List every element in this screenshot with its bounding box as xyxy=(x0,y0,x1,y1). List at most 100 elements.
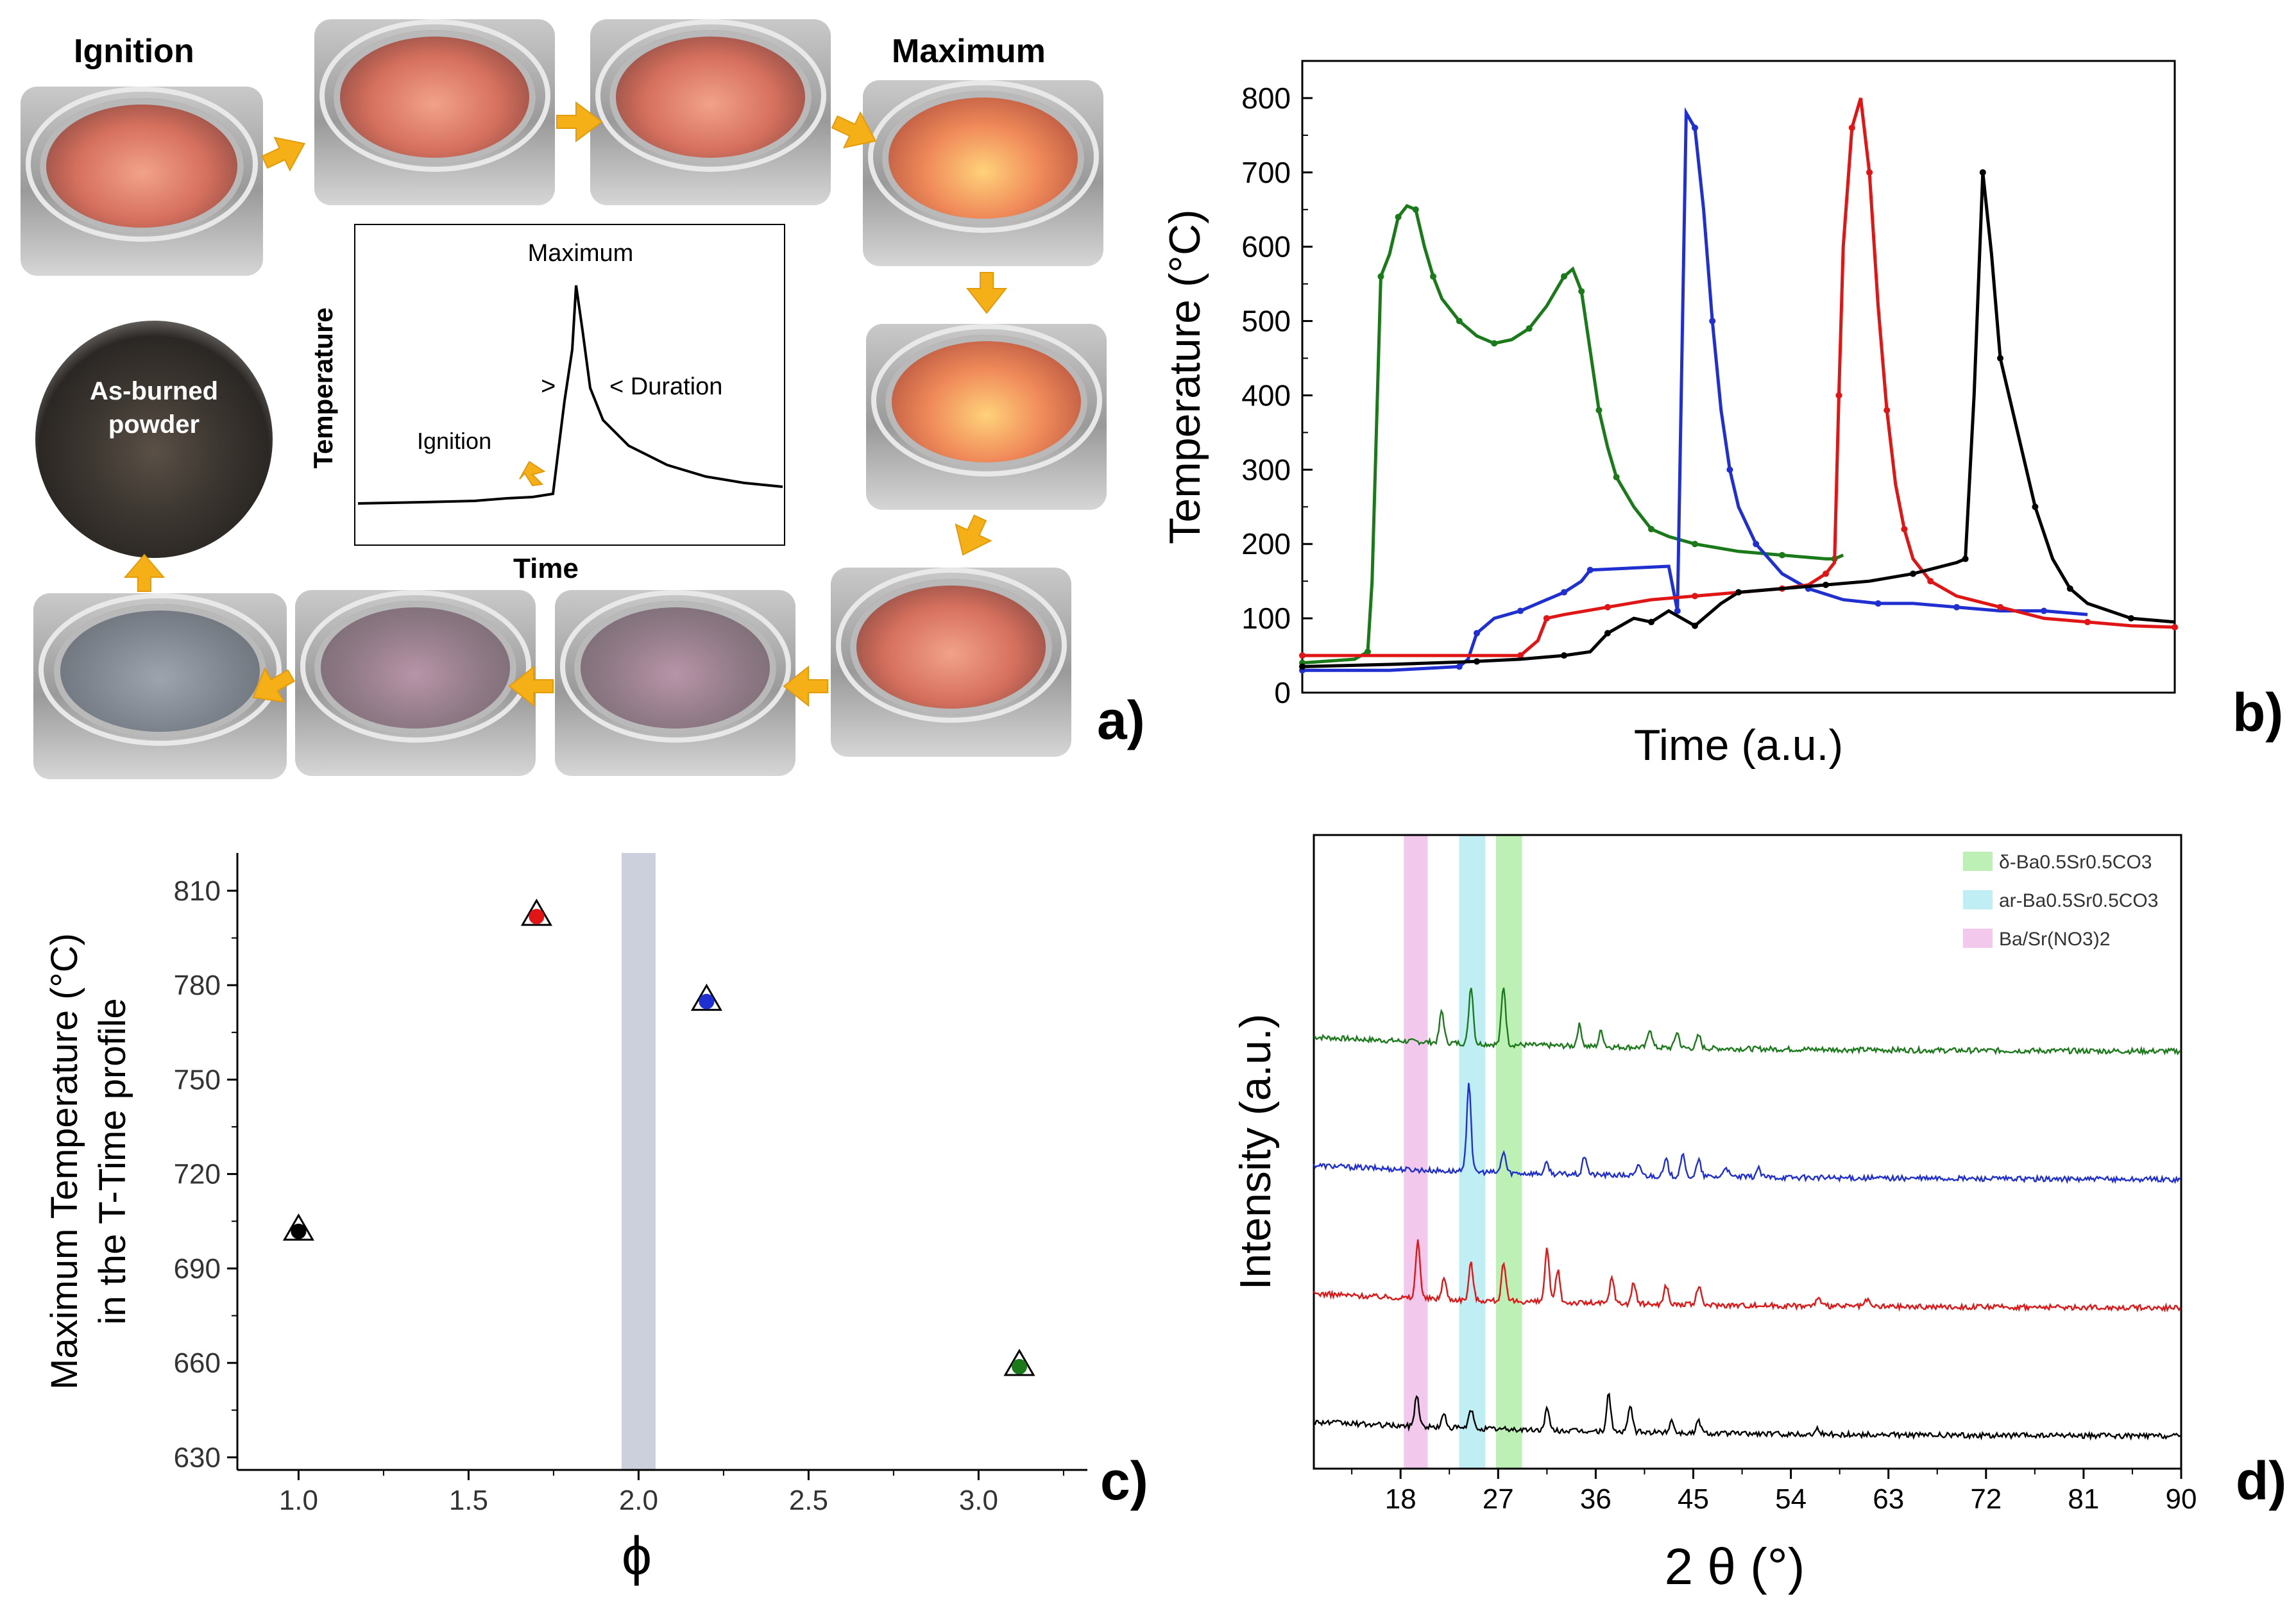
series-marker-black xyxy=(1735,589,1742,596)
series-marker-red xyxy=(1835,392,1842,399)
phi-stoichiometric-band xyxy=(621,853,656,1470)
xrd-pattern-blue xyxy=(1313,1083,2181,1185)
phase-band-0 xyxy=(1404,835,1428,1469)
caption-ignition: Ignition xyxy=(74,33,194,70)
series-marker-red xyxy=(1884,407,1891,414)
powder-text-line1: As-burned xyxy=(90,377,218,405)
chart-b: 0 100 200 300 400 500 600 700 800 Time (a.u.) Temp… xyxy=(1161,60,2283,770)
series-marker-green xyxy=(1377,273,1384,280)
series-line-green xyxy=(1302,203,1844,665)
series-marker-black xyxy=(2066,585,2073,592)
x-tick-label: 27 xyxy=(1483,1483,1514,1515)
series-marker-black xyxy=(1474,658,1480,665)
x-tick-label: 72 xyxy=(1970,1483,2002,1515)
series-marker-red xyxy=(1692,593,1698,600)
series-marker-red xyxy=(2084,618,2091,625)
series-marker-blue xyxy=(1561,589,1567,596)
series-marker-black xyxy=(1979,169,1986,176)
photo-burning-2 xyxy=(314,19,555,205)
series-marker-red xyxy=(1866,169,1873,176)
arrow-left-6 xyxy=(783,665,828,707)
x-tick-label: 18 xyxy=(1385,1483,1416,1515)
chart-d: 18 27 36 45 54 63 72 81 90 2 θ (°) Intensity (a.u.… xyxy=(1231,834,2286,1595)
series-marker-blue xyxy=(1709,317,1716,325)
series-marker-green xyxy=(1395,214,1402,221)
photo-burning-5 xyxy=(866,324,1107,510)
series-marker-black xyxy=(2128,615,2134,622)
y-tick-label: 750 xyxy=(174,1064,221,1095)
series-marker-green xyxy=(1526,325,1533,332)
inset-annotation-maximum: Maximum xyxy=(528,240,634,267)
x-axis-label: 2 θ (°) xyxy=(1665,1538,1805,1595)
y-axis-label-line1: Maximum Temperature (°C) xyxy=(44,933,85,1390)
data-point-1 xyxy=(529,909,545,925)
series-marker-green xyxy=(1561,273,1567,280)
series-marker-blue xyxy=(1474,630,1480,637)
y-tick-label: 800 xyxy=(1241,81,1291,115)
series-marker-green xyxy=(1648,526,1654,533)
y-tick-label: 100 xyxy=(1241,602,1291,635)
series-marker-blue xyxy=(1753,541,1760,548)
series-marker-green xyxy=(1491,340,1498,347)
arrow-up-9 xyxy=(123,553,166,592)
series-marker-blue xyxy=(1586,566,1594,573)
x-tick-label: 54 xyxy=(1775,1483,1807,1515)
series-marker-green xyxy=(1430,273,1436,280)
y-tick-label: 810 xyxy=(174,875,221,907)
series-marker-red xyxy=(1517,652,1524,659)
ttime-inset: Temperature Maximum > < Duration Ignitio… xyxy=(308,224,785,546)
inset-annotation-duration: < Duration xyxy=(609,373,722,400)
y-tick-label: 780 xyxy=(174,970,221,1001)
photo-maximum xyxy=(863,80,1103,266)
series-marker-black xyxy=(1962,555,1969,562)
series-marker-blue xyxy=(1517,607,1524,614)
x-tick-label: 90 xyxy=(2166,1483,2197,1515)
legend-entry-1: ar-Ba0.5Sr0.5CO3 xyxy=(1999,890,2158,911)
photo-burning-3 xyxy=(590,19,831,205)
y-tick-label: 700 xyxy=(1241,156,1291,189)
panel-d-label: d) xyxy=(2236,1451,2286,1511)
series-marker-blue xyxy=(2041,607,2047,614)
series-marker-black xyxy=(1823,581,1829,588)
legend-swatch-0 xyxy=(1963,852,1993,871)
series-marker-green xyxy=(1595,407,1603,414)
series-marker-black xyxy=(1561,652,1567,659)
y-tick-label: 720 xyxy=(174,1159,221,1190)
series-marker-red xyxy=(1299,652,1305,659)
arrow-left-8 xyxy=(252,667,295,703)
photo-ignition xyxy=(21,87,263,276)
caption-maximum: Maximum xyxy=(892,33,1046,70)
series-marker-red xyxy=(1848,124,1855,131)
series-marker-black xyxy=(2032,503,2039,510)
y-tick-label: 690 xyxy=(174,1253,221,1285)
series-marker-blue xyxy=(1953,603,1960,611)
series-line-blue xyxy=(1302,107,2088,672)
series-marker-green xyxy=(1412,206,1419,213)
chart-c: 630 660 690 720 750 780 810 1.0 1.5 2.0 2.5 3.0 ϕ Max… xyxy=(44,853,1148,1586)
data-point-0 xyxy=(291,1223,307,1239)
y-tick-label: 660 xyxy=(174,1347,221,1379)
series-marker-blue xyxy=(1456,663,1463,670)
x-tick-label: 36 xyxy=(1580,1483,1611,1515)
photo-fading-7 xyxy=(555,590,795,776)
x-tick-label: 1.0 xyxy=(279,1485,318,1516)
x-tick-label: 63 xyxy=(1873,1483,1904,1515)
series-marker-red xyxy=(1604,603,1611,611)
panel-a: Ignition Maximum As-burned powder Temper… xyxy=(0,0,1148,789)
panel-a-label: a) xyxy=(1097,690,1145,750)
photo-cooled-9 xyxy=(33,593,287,779)
y-tick-label: 630 xyxy=(174,1442,221,1473)
xrd-pattern-black xyxy=(1313,1392,2181,1441)
plot-frame xyxy=(1313,834,2182,1470)
arrow-left-7 xyxy=(508,665,554,707)
inset-ignition-arrow xyxy=(519,460,546,487)
data-point-3 xyxy=(1012,1359,1027,1375)
legend-swatch-2 xyxy=(1963,929,1993,948)
series-marker-black xyxy=(1604,630,1611,637)
x-tick-label: 3.0 xyxy=(959,1485,998,1516)
x-axis-label: Time (a.u.) xyxy=(1634,721,1843,770)
y-axis-label-line2: in the T-Time profile xyxy=(92,998,133,1324)
inset-curve xyxy=(357,285,783,505)
inset-xlabel: Time xyxy=(513,553,579,584)
arrow-down-5 xyxy=(955,514,992,556)
